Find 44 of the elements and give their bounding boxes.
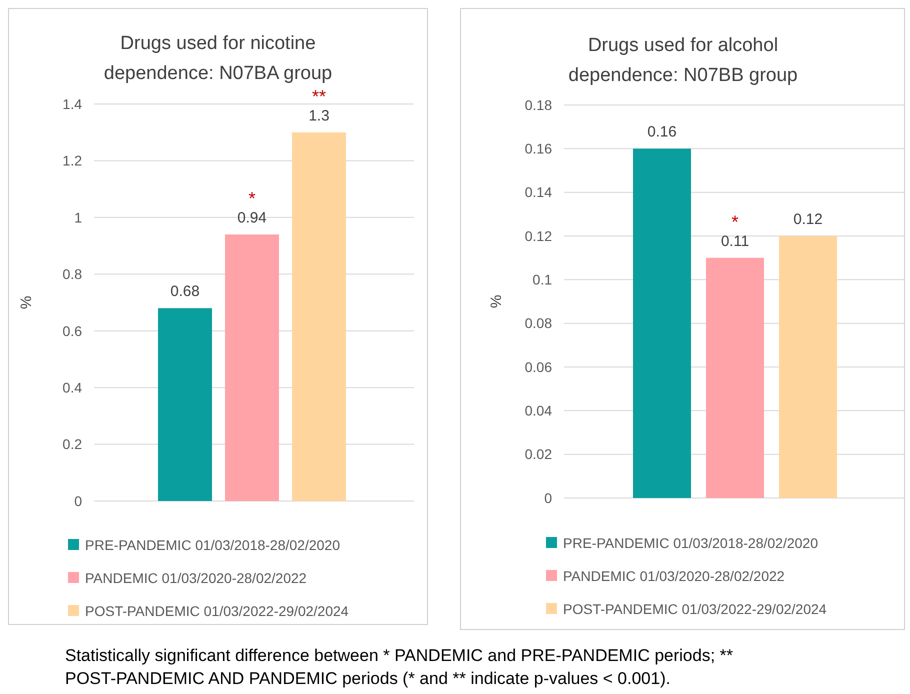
y-tick-label: 0.06 xyxy=(524,358,552,375)
y-tick-label: 0.12 xyxy=(524,228,552,244)
data-label: 0.16 xyxy=(647,124,677,141)
text: Statistically significant difference between * PANDEMIC and PRE-PANDEMIC periods; ** POST-PANDEMIC AND PANDEMIC periods (* and ** indicate p-values < 0.001). xyxy=(65,645,734,690)
y-tick-label: 0.16 xyxy=(524,140,552,157)
annotation: ** xyxy=(312,86,326,106)
data-label: 0.11 xyxy=(720,232,750,250)
legend-label: PRE-PANDEMIC 01/03/2018-28/02/2020 xyxy=(85,536,340,553)
legend-label: POST-PANDEMIC 01/03/2022-29/02/2024 xyxy=(563,600,827,617)
legend-label: PRE-PANDEMIC 01/03/2018-28/02/2020 xyxy=(563,534,818,551)
y-axis-title: % xyxy=(488,294,505,308)
y-tick-label: 0.4 xyxy=(62,379,82,396)
y-tick-label: 0 xyxy=(74,492,82,509)
chart-title: Drugs used for nicotine dependence: N07BA group xyxy=(104,33,332,84)
bar xyxy=(225,234,279,501)
y-tick-label: 0.1 xyxy=(532,272,552,288)
y-tick-label: 1.2 xyxy=(62,152,82,169)
y-tick-label: 0.8 xyxy=(62,266,82,282)
y-tick-label: 0.14 xyxy=(524,184,552,200)
y-tick-label: 0.08 xyxy=(524,315,552,332)
y-tick-label: 0.18 xyxy=(524,96,552,113)
data-label: 0.94 xyxy=(237,209,267,226)
chart-title: Drugs used for alcohol dependence: N07BB group xyxy=(568,35,798,86)
bar xyxy=(292,132,346,501)
annotation: * xyxy=(731,212,739,232)
y-tick-label: 0.02 xyxy=(524,446,552,462)
y-tick-label: 0 xyxy=(544,490,552,506)
data-label: 0.12 xyxy=(793,211,823,228)
legend-label: PANDEMIC 01/03/2020-28/02/2022 xyxy=(563,568,785,584)
legend-label: PANDEMIC 01/03/2020-28/02/2022 xyxy=(85,570,307,586)
data-label: 0.68 xyxy=(170,283,200,300)
annotation: * xyxy=(248,188,256,208)
bar xyxy=(779,236,837,498)
data-label: 1.3 xyxy=(308,107,330,124)
bar xyxy=(706,258,764,498)
bar xyxy=(158,308,212,501)
y-tick-label: 0.6 xyxy=(62,322,82,339)
y-tick-label: 0.04 xyxy=(524,402,552,419)
y-tick-label: 1.4 xyxy=(62,96,82,112)
y-tick-label: 0.2 xyxy=(62,436,82,452)
bar xyxy=(633,148,691,498)
y-axis-title: % xyxy=(18,296,35,310)
legend-label: POST-PANDEMIC 01/03/2022-29/02/2024 xyxy=(85,602,349,619)
y-tick-label: 1 xyxy=(74,209,82,226)
